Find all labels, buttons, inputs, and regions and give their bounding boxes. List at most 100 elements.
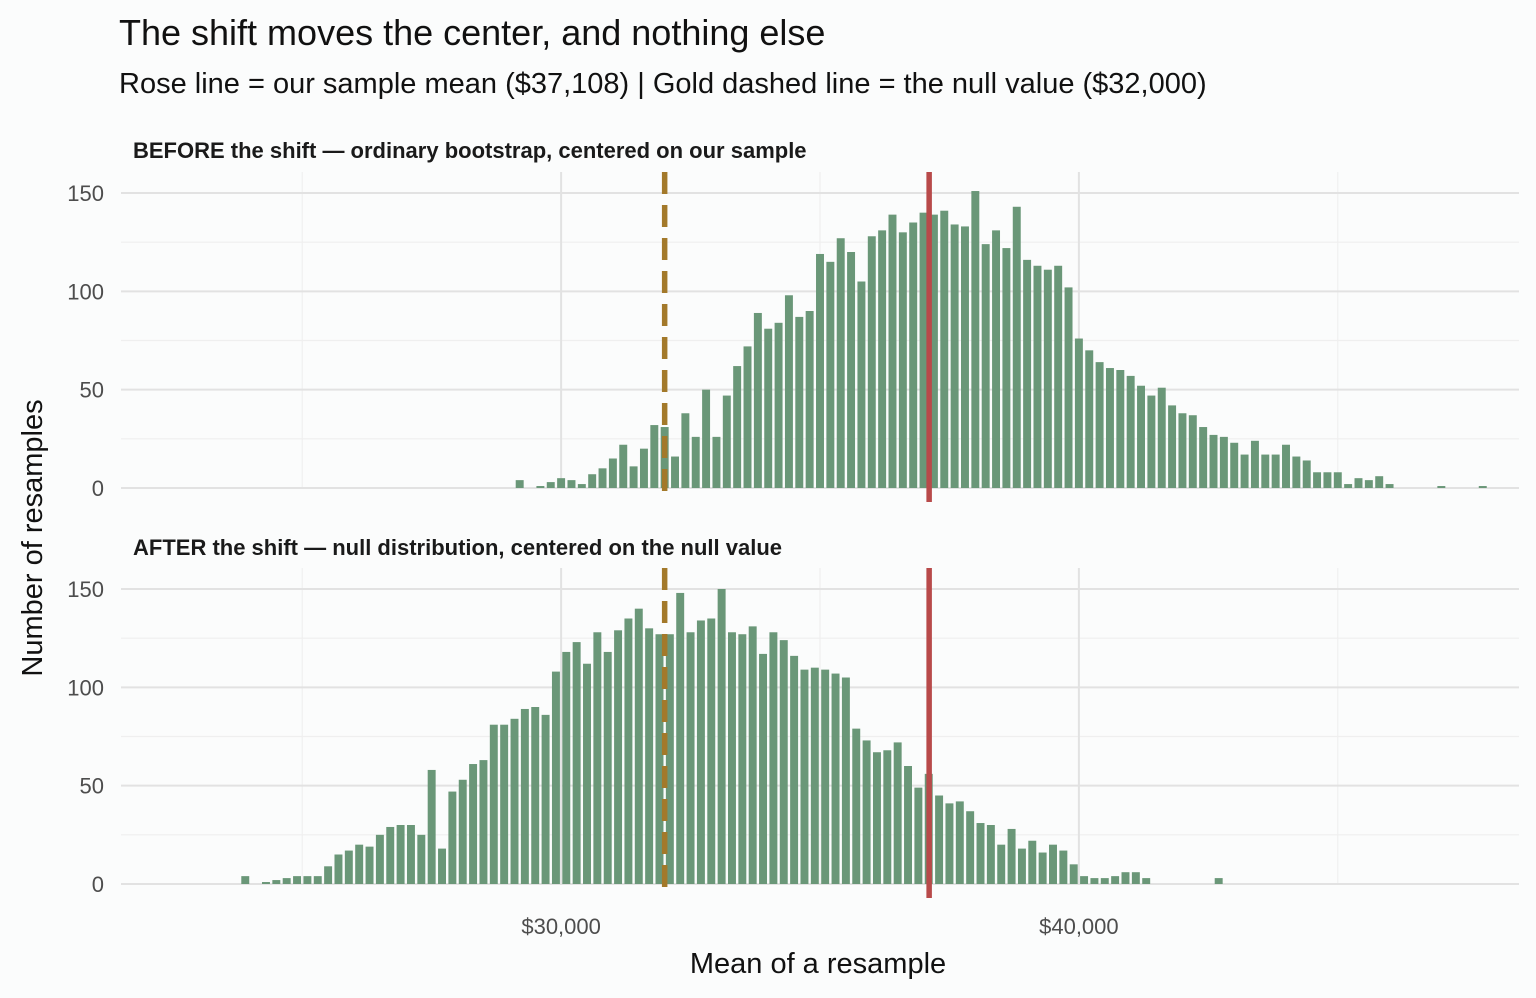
histogram-bar <box>712 436 721 488</box>
histogram-bar <box>619 444 628 488</box>
histogram-bar <box>355 844 364 884</box>
histogram-bar <box>567 480 576 488</box>
histogram-bar <box>334 854 343 884</box>
histogram-bar <box>583 663 591 884</box>
histogram-bar <box>241 876 250 884</box>
histogram-bar <box>738 634 747 884</box>
panel-label-after: AFTER the shift — null distribution, cen… <box>133 535 782 560</box>
histogram-bar <box>909 222 918 488</box>
histogram-bar <box>764 328 773 488</box>
histogram-bar <box>847 252 856 488</box>
histogram-bar <box>831 673 840 884</box>
histogram-bar <box>1049 844 1057 884</box>
histogram-bar <box>1478 486 1487 488</box>
y-tick-label: 50 <box>80 774 104 799</box>
histogram-bar <box>624 618 633 884</box>
bars-before <box>515 191 1487 489</box>
histogram-bar <box>976 823 985 884</box>
y-tick-labels-after: 0 50 100 150 <box>67 577 104 897</box>
histogram-bar <box>1111 876 1120 884</box>
histogram-bar <box>1142 878 1151 884</box>
panel-label-before: BEFORE the shift — ordinary bootstrap, c… <box>133 138 807 163</box>
histogram-bar <box>557 478 566 488</box>
reference-lines-after <box>661 568 932 898</box>
histogram-bar <box>914 787 923 884</box>
histogram-bar <box>1028 840 1037 884</box>
histogram-bar <box>1137 385 1145 488</box>
histogram-bar <box>805 311 814 488</box>
histogram-bar <box>665 634 674 884</box>
histogram-bar <box>1219 436 1228 488</box>
histogram-bar <box>992 230 1001 488</box>
y-tick-label: 0 <box>92 872 104 897</box>
histogram-bar <box>427 769 436 884</box>
histogram-bar <box>810 667 819 884</box>
histogram-bar <box>531 707 540 884</box>
histogram-bar <box>365 846 374 884</box>
histogram-bar <box>1126 375 1135 488</box>
histogram-bar <box>1054 265 1063 488</box>
histogram-bar <box>1064 287 1073 488</box>
histogram-bar <box>438 848 446 884</box>
histogram-bar <box>1023 259 1032 488</box>
y-tick-label: 0 <box>92 476 104 501</box>
histogram-bar <box>1168 405 1177 488</box>
histogram-bar <box>1105 368 1114 488</box>
histogram-bar <box>1230 442 1239 488</box>
histogram-bar <box>650 425 659 488</box>
histogram-bar <box>940 210 949 488</box>
histogram-bar <box>1282 444 1290 488</box>
histogram-bar <box>722 395 731 488</box>
gridlines-after <box>121 568 1519 885</box>
histogram-bar <box>603 651 612 884</box>
histogram-bar <box>655 634 664 884</box>
histogram-bar <box>1375 476 1384 488</box>
histogram-bar <box>784 295 793 488</box>
histogram-bar <box>645 628 654 884</box>
histogram-bar <box>272 880 281 884</box>
histogram-bar <box>971 191 980 489</box>
histogram-bar <box>800 669 809 884</box>
histogram-bar <box>1364 480 1373 488</box>
histogram-bar <box>1033 265 1042 488</box>
y-tick-label: 150 <box>67 181 104 206</box>
histogram-bar <box>551 671 560 884</box>
histogram-bar <box>826 261 835 488</box>
histogram-bar <box>577 484 586 488</box>
histogram-bar <box>1385 484 1394 488</box>
histogram-bar <box>536 486 545 488</box>
histogram-bar <box>1116 370 1125 488</box>
histogram-bar <box>1261 454 1270 488</box>
histogram-bar <box>1199 427 1208 488</box>
histogram-bar <box>1271 454 1280 488</box>
histogram-bar <box>344 850 353 884</box>
histogram-bar <box>872 752 881 884</box>
histogram-bar <box>1437 486 1446 488</box>
histogram-bar <box>1344 484 1353 488</box>
y-tick-label: 100 <box>67 279 104 304</box>
histogram-bar <box>945 803 954 884</box>
histogram-bar <box>324 866 333 884</box>
reference-lines-before <box>661 172 932 502</box>
histogram-bar <box>479 760 488 884</box>
histogram-bar <box>541 714 550 884</box>
histogram-bar <box>836 238 845 488</box>
histogram-bar <box>1095 362 1104 488</box>
histogram-bar <box>458 779 467 884</box>
y-tick-label: 100 <box>67 675 104 700</box>
histogram-bar <box>614 630 623 884</box>
histogram-bar <box>515 480 524 488</box>
histogram-bar <box>634 608 643 884</box>
histogram-bar <box>1085 350 1094 488</box>
histogram-bar <box>375 834 384 884</box>
histogram-bar <box>1074 338 1083 488</box>
chart-subtitle: Rose line = our sample mean ($37,108) | … <box>119 68 1207 100</box>
histogram-bar <box>1240 454 1249 488</box>
histogram-bar <box>743 346 752 488</box>
histogram-bar <box>1354 478 1363 488</box>
histogram-bar <box>1188 415 1197 488</box>
histogram-bar <box>1121 872 1130 884</box>
histogram-bar <box>1017 848 1026 884</box>
